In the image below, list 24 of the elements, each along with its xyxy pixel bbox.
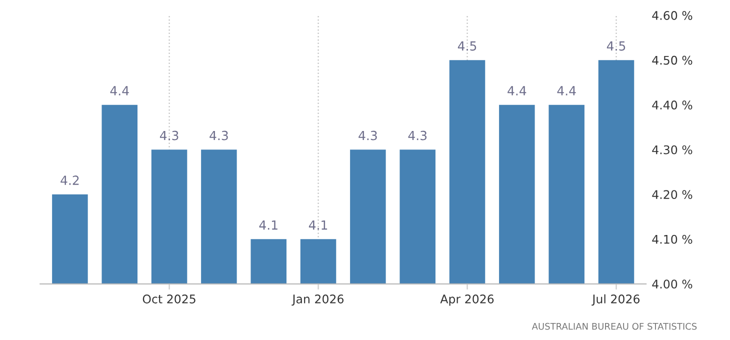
x-tick-label: Jul 2026: [592, 294, 640, 306]
x-tick-label: Jan 2026: [292, 294, 344, 306]
data-label: 4.5: [458, 41, 476, 51]
data-label: 4.5: [606, 41, 626, 51]
x-tick-label: Oct 2025: [142, 294, 196, 304]
data-label: 4.1: [308, 220, 328, 230]
data-label: 4.4: [508, 86, 526, 96]
y-tick-label: 4.10 %: [652, 234, 692, 244]
y-tick-label: 4.60 %: [652, 11, 692, 20]
data-label: 4.4: [110, 86, 129, 96]
data-label: 4.3: [210, 130, 228, 140]
y-tick-label: 4.20 %: [652, 190, 692, 200]
x-tick-label: Apr 2026: [440, 294, 494, 306]
y-tick-label: 4.00 %: [652, 280, 692, 289]
data-label: 4.3: [408, 130, 427, 140]
text: AUSTRALIAN BUREAU OF STATISTICS: [532, 322, 697, 330]
data-label: 4.3: [358, 130, 377, 140]
data-label: 4.1: [259, 220, 278, 230]
y-tick-label: 4.40 %: [652, 100, 692, 110]
y-tick-label: 4.50 %: [652, 56, 692, 65]
y-tick-label: 4.30 %: [652, 145, 692, 154]
data-label: 4.2: [60, 176, 79, 185]
data-label: 4.4: [557, 86, 576, 96]
data-label: 4.3: [160, 130, 178, 140]
